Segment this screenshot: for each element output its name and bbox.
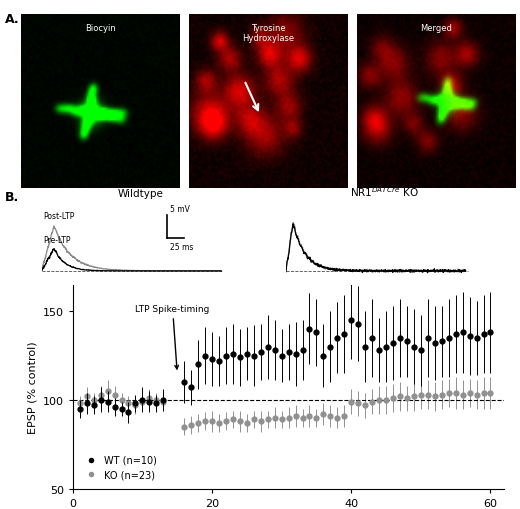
Text: Biocyin: Biocyin [85, 24, 115, 33]
Text: Pre-LTP: Pre-LTP [44, 236, 71, 245]
Text: 5 mV: 5 mV [170, 205, 189, 214]
Text: B.: B. [5, 191, 19, 204]
Text: LTP Spike-timing: LTP Spike-timing [135, 304, 210, 369]
Text: Wildtype: Wildtype [118, 188, 163, 199]
Y-axis label: EPSP (% control): EPSP (% control) [27, 341, 37, 433]
Text: 25 ms: 25 ms [170, 243, 193, 252]
Legend: WT (n=10), KO (n=23): WT (n=10), KO (n=23) [77, 451, 161, 484]
Text: Tyrosine
Hydroxylase: Tyrosine Hydroxylase [242, 24, 294, 43]
Text: Post-LTP: Post-LTP [44, 211, 75, 220]
Text: NR1$^{DATCre}$ KO: NR1$^{DATCre}$ KO [350, 185, 419, 199]
Text: Merged: Merged [420, 24, 452, 33]
Text: A.: A. [5, 13, 20, 25]
